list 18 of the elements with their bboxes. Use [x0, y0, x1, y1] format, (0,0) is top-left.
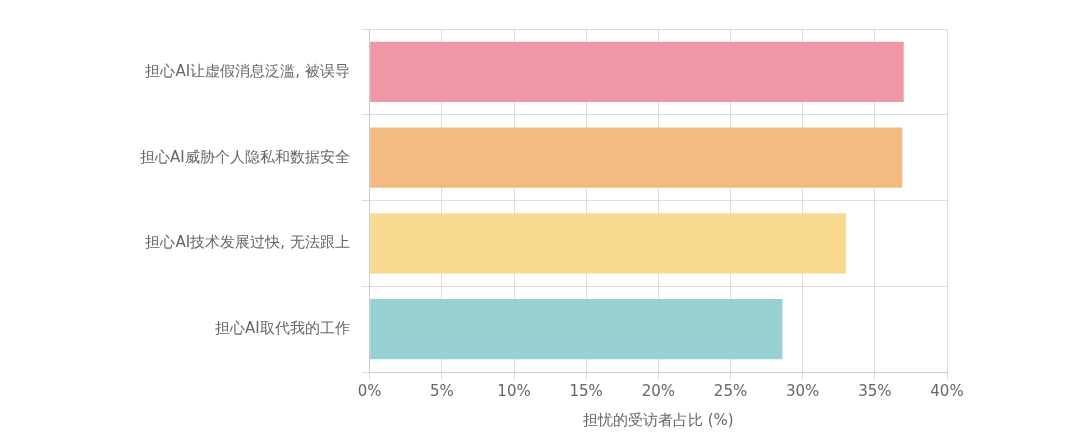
x-tick-label: 15%	[569, 381, 603, 400]
x-tick-label: 10%	[497, 381, 531, 400]
x-axis-title: 担忧的受访者占比 (%)	[582, 410, 734, 429]
bar	[370, 213, 846, 274]
y-tick-label: 担心AI让虚假消息泛滥, 被误导	[145, 61, 350, 80]
x-tick-label: 35%	[858, 381, 892, 400]
x-tick-label: 30%	[786, 381, 820, 400]
x-tick-label: 20%	[641, 381, 676, 400]
x-tick-label: 0%	[357, 381, 382, 400]
x-tick-label: 5%	[429, 381, 454, 400]
x-tick-label: 25%	[713, 381, 748, 400]
x-tick-label: 40%	[930, 381, 964, 400]
bar	[370, 299, 783, 360]
y-tick-label: 担心AI威胁个人隐私和数据安全	[140, 147, 350, 166]
y-tick-label: 担心AI取代我的工作	[215, 319, 350, 338]
y-tick-label: 担心AI技术发展过快, 无法跟上	[145, 233, 350, 252]
bar	[370, 127, 903, 188]
bar	[370, 41, 904, 102]
